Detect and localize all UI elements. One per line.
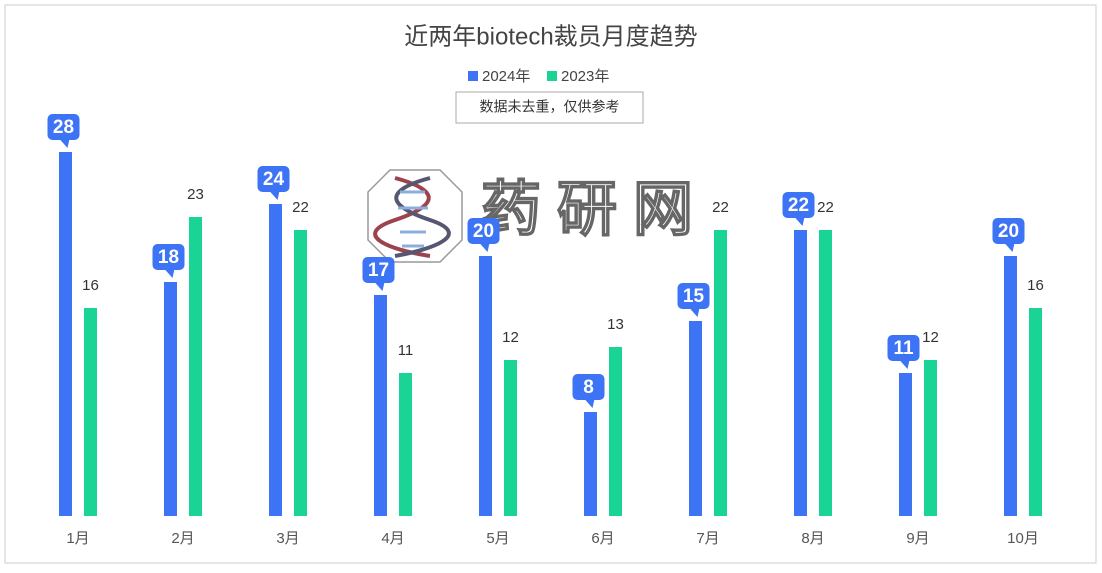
- value-callout-pointer: [269, 191, 280, 200]
- value-callout-pointer: [59, 139, 70, 148]
- bar: [899, 373, 912, 516]
- bar: [714, 230, 727, 516]
- value-callout: [992, 218, 1025, 244]
- value-label: 18: [158, 247, 179, 268]
- value-label: 8: [583, 377, 594, 398]
- value-label: 22: [788, 195, 809, 216]
- bar: [794, 230, 807, 516]
- bar: [189, 217, 202, 516]
- value-callout-pointer: [899, 360, 910, 369]
- legend-label: 2023年: [561, 68, 609, 85]
- value-label: 20: [998, 221, 1019, 242]
- value-label: 22: [712, 199, 729, 216]
- value-label: 16: [1027, 277, 1044, 294]
- value-label: 22: [292, 199, 309, 216]
- bar: [924, 360, 937, 516]
- note: 数据未去重，仅供参考: [480, 99, 620, 115]
- x-tick-label: 8月: [801, 530, 824, 547]
- chart-title: 近两年biotech裁员月度趋势: [404, 23, 697, 50]
- value-label: 22: [817, 199, 834, 216]
- value-label: 28: [53, 117, 74, 138]
- watermark-logo: [367, 169, 463, 263]
- value-label: 16: [82, 277, 99, 294]
- x-tick-label: 3月: [276, 530, 299, 547]
- value-callout: [572, 374, 605, 400]
- value-label: 12: [922, 329, 939, 346]
- bar: [609, 347, 622, 516]
- value-label: 12: [502, 329, 519, 346]
- legend-swatch: [547, 71, 557, 81]
- bar: [59, 152, 72, 516]
- value-label: 11: [893, 338, 914, 359]
- value-callout: [677, 283, 710, 309]
- legend-swatch: [468, 71, 478, 81]
- x-tick-label: 4月: [381, 530, 404, 547]
- value-label: 11: [398, 342, 414, 359]
- bar: [504, 360, 517, 516]
- value-callout: [782, 192, 815, 218]
- x-tick-label: 6月: [591, 530, 614, 547]
- bar: [1004, 256, 1017, 516]
- bar: [374, 295, 387, 516]
- x-tick-label: 7月: [696, 530, 719, 547]
- value-callout-pointer: [164, 269, 175, 278]
- watermark: 药研网: [481, 176, 709, 243]
- legend-label: 2024年: [482, 68, 530, 85]
- x-tick-label: 1月: [66, 530, 89, 547]
- value-callout-pointer: [1004, 243, 1015, 252]
- value-label: 24: [263, 169, 285, 190]
- x-tick-label: 10月: [1007, 530, 1039, 547]
- value-callout-pointer: [689, 308, 700, 317]
- x-tick-label: 5月: [486, 530, 509, 547]
- value-callout: [362, 257, 395, 283]
- value-label: 17: [368, 260, 389, 281]
- value-label: 13: [607, 316, 624, 333]
- bar: [164, 282, 177, 516]
- bar: [819, 230, 832, 516]
- x-tick-label: 2月: [171, 530, 194, 547]
- value-callout-pointer: [479, 243, 490, 252]
- value-label: 20: [473, 221, 494, 242]
- value-callout: [887, 335, 920, 361]
- value-callout-pointer: [794, 217, 805, 226]
- bar: [479, 256, 492, 516]
- value-callout-pointer: [374, 282, 385, 291]
- bar: [1029, 308, 1042, 516]
- value-callout: [257, 166, 290, 192]
- value-label: 15: [683, 286, 705, 307]
- note-box: [455, 91, 644, 124]
- value-callout: [152, 244, 185, 270]
- value-callout-pointer: [584, 399, 595, 408]
- bar: [84, 308, 97, 516]
- bar: [689, 321, 702, 516]
- value-callout: [467, 218, 500, 244]
- bar: [584, 412, 597, 516]
- bar: [269, 204, 282, 516]
- value-callout: [47, 114, 80, 140]
- value-label: 23: [187, 186, 204, 203]
- bar: [399, 373, 412, 516]
- x-tick-label: 9月: [906, 530, 929, 547]
- bar: [294, 230, 307, 516]
